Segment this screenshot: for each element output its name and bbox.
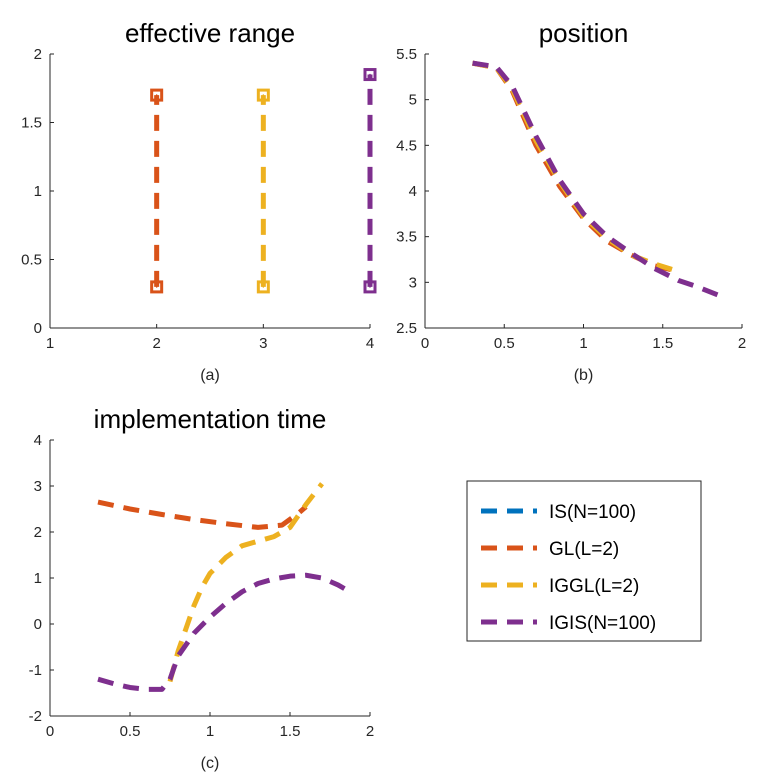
x-tick-label: 1 <box>46 335 54 352</box>
series-marker <box>256 88 270 102</box>
y-tick-label: 2.5 <box>396 320 417 337</box>
y-tick-label: 0.5 <box>21 252 42 269</box>
legend-box <box>466 480 702 642</box>
x-tick-label: 0 <box>421 335 429 352</box>
series-marker <box>363 280 377 294</box>
x-tick-label: 1 <box>579 335 587 352</box>
chart-caption: (c) <box>201 755 220 772</box>
subplot-b: 0 0.5 1 1.5 2 2.5 3 3.5 4 4.5 5 5.5 position (b) <box>396 18 746 384</box>
chart-title: position <box>539 18 629 48</box>
y-tick-label: 5.5 <box>396 46 417 63</box>
series-marker-dot <box>369 73 371 76</box>
series-marker-dot <box>262 286 265 288</box>
series-line-igis-n-100- <box>472 60 720 298</box>
y-tick-label: 2 <box>34 524 42 541</box>
x-tick-label: 2 <box>738 335 746 352</box>
series-marker-dot <box>155 94 158 96</box>
y-tick-label: -2 <box>29 708 42 725</box>
y-tick-label: 4 <box>34 432 42 449</box>
series-marker <box>150 280 164 294</box>
chart-title: implementation time <box>94 404 327 434</box>
chart-title: effective range <box>125 18 295 48</box>
y-tick-label: 4.5 <box>396 137 417 154</box>
series-marker-dot <box>369 286 371 288</box>
chart-caption: (b) <box>574 367 594 384</box>
series-line-igis-n-100- <box>97 572 348 692</box>
series-marker-dot <box>155 286 158 288</box>
legend: IS(N=100) GL(L=2) IGGL(L=2) IGIS(N=100) <box>466 480 702 642</box>
y-tick-label: 2 <box>34 46 42 63</box>
y-tick-label: 3 <box>34 478 42 495</box>
series-marker-dot <box>262 94 265 96</box>
y-tick-label: 3 <box>409 274 417 291</box>
x-tick-label: 2 <box>152 335 160 352</box>
y-tick-label: 0 <box>34 320 42 337</box>
y-tick-label: 1 <box>34 570 42 587</box>
x-tick-label: 0.5 <box>494 335 515 352</box>
y-tick-label: 5 <box>409 92 417 109</box>
series-marker <box>256 280 270 294</box>
x-tick-label: 4 <box>366 335 374 352</box>
y-tick-label: -1 <box>29 662 42 679</box>
legend-label: IGGL(L=2) <box>549 576 639 597</box>
chart-caption: (a) <box>200 367 220 384</box>
x-tick-label: 1.5 <box>280 723 301 740</box>
legend-label: IGIS(N=100) <box>549 613 656 634</box>
subplot-a: 1 2 3 4 0 0.5 1 1.5 2 effective range (a) <box>21 18 377 384</box>
x-tick-label: 1 <box>206 723 214 740</box>
legend-label: IS(N=100) <box>549 502 636 523</box>
x-tick-label: 2 <box>366 723 374 740</box>
x-tick-label: 1.5 <box>652 335 673 352</box>
y-tick-label: 1.5 <box>21 115 42 132</box>
series-line-iggl-l-2- <box>167 482 324 683</box>
y-tick-label: 1 <box>34 183 42 200</box>
y-tick-label: 4 <box>409 183 417 200</box>
x-tick-label: 0 <box>46 723 54 740</box>
x-tick-label: 0.5 <box>120 723 141 740</box>
series-marker <box>363 68 377 82</box>
legend-label: GL(L=2) <box>549 539 619 560</box>
series-marker <box>150 88 164 102</box>
subplot-c: 0 0.5 1 1.5 2 -2 -1 0 1 2 3 4 implementation time (c) <box>29 404 375 772</box>
y-tick-label: 0 <box>34 616 42 633</box>
x-tick-label: 3 <box>259 335 267 352</box>
y-tick-label: 3.5 <box>396 229 417 246</box>
